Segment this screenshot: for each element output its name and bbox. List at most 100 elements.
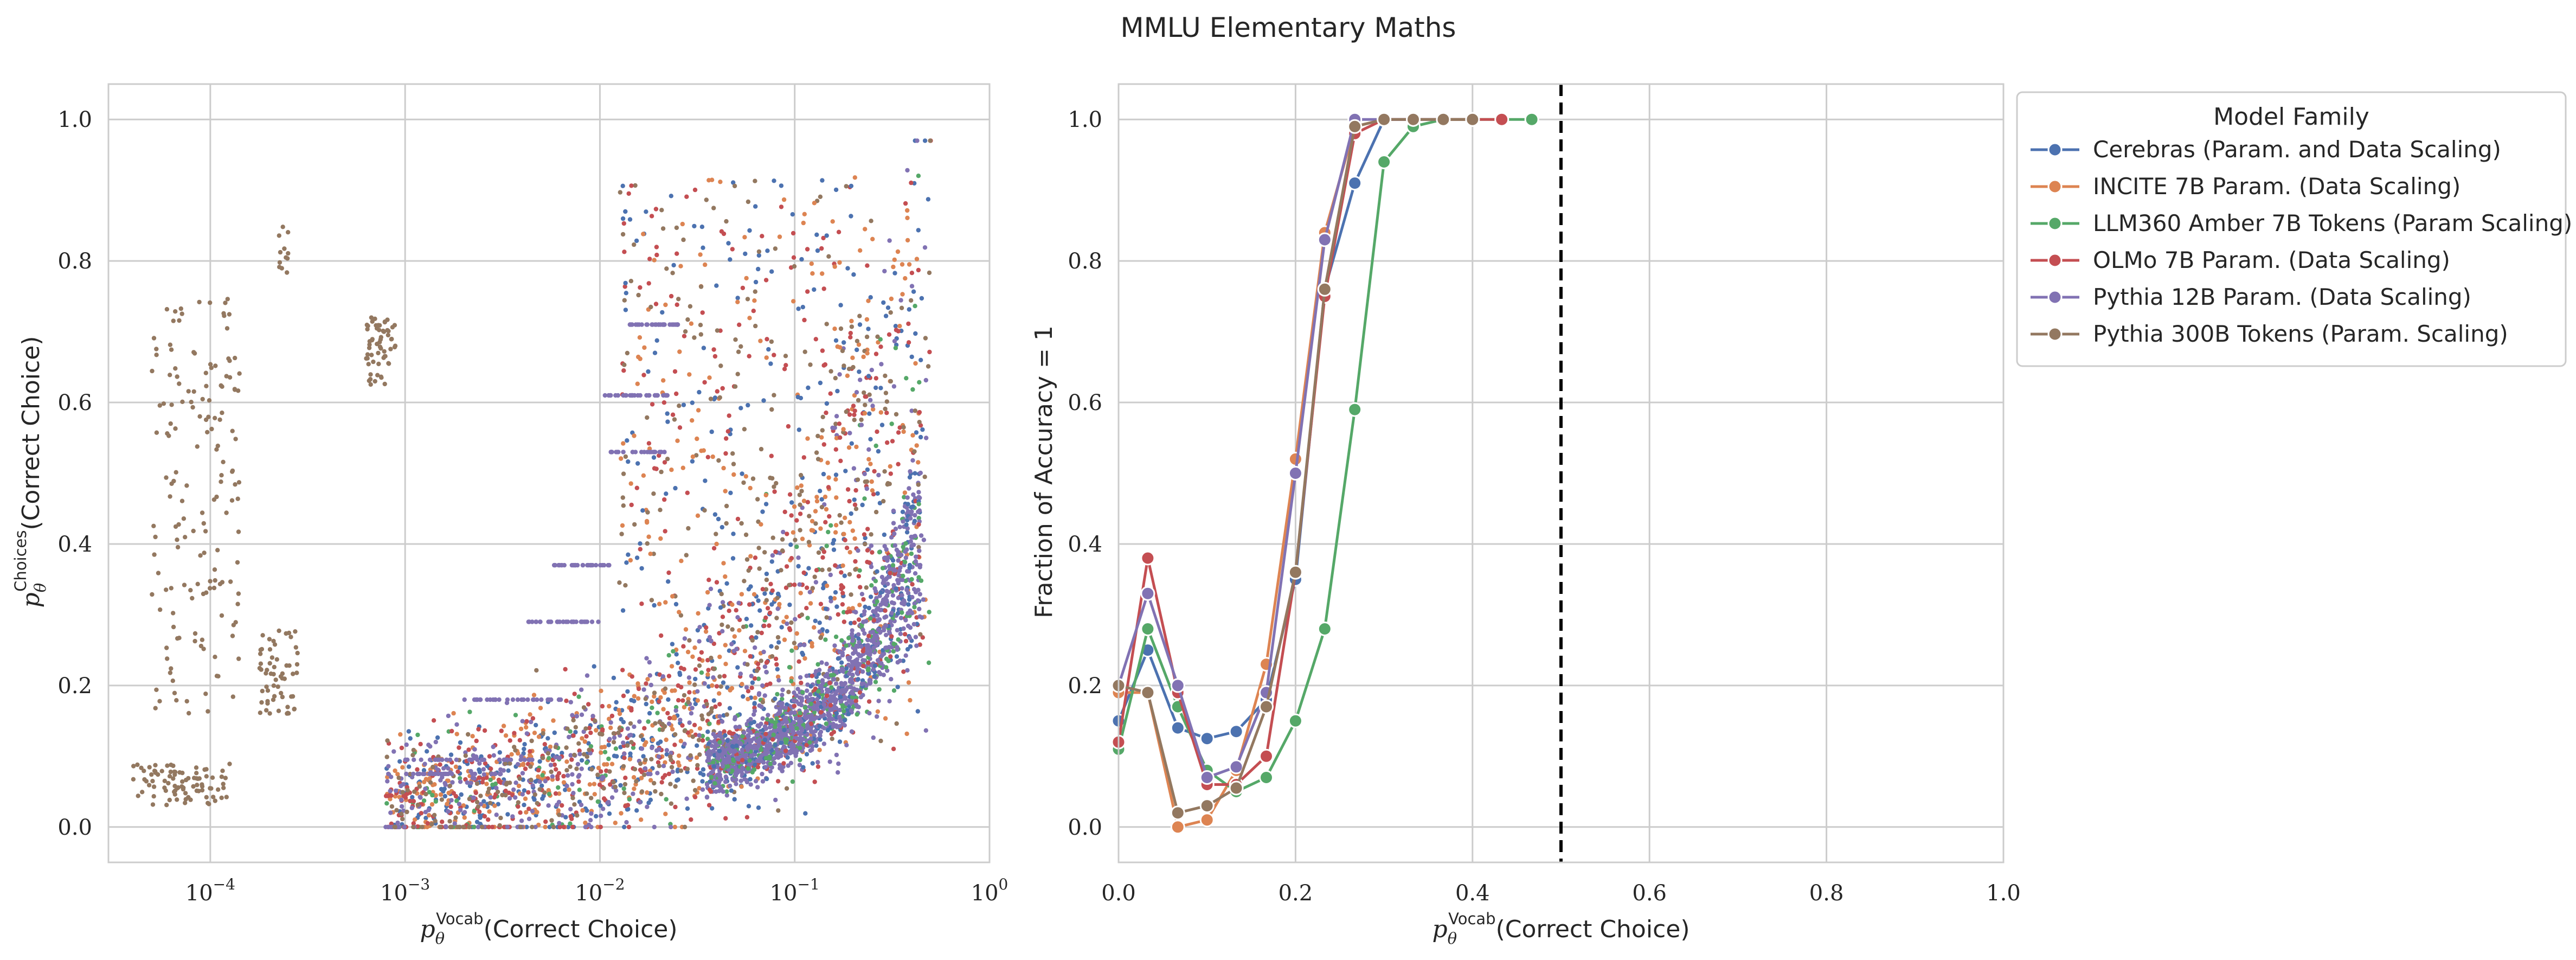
scatter-point — [400, 816, 405, 822]
scatter-point — [705, 729, 710, 734]
scatter-point — [858, 248, 863, 253]
scatter-point — [686, 675, 692, 680]
scatter-point — [445, 802, 449, 807]
scatter-point — [500, 792, 505, 798]
scatter-point — [828, 523, 833, 528]
scatter-point — [714, 532, 718, 536]
scatter-point — [856, 574, 862, 579]
scatter-point — [841, 619, 847, 624]
scatter-point — [783, 585, 789, 590]
scatter-point — [788, 744, 794, 748]
scatter-point — [872, 469, 877, 474]
scatter-point — [708, 586, 714, 592]
scatter-point — [788, 542, 793, 547]
scatter-point — [672, 369, 678, 374]
scatter-point — [728, 747, 733, 752]
scatter-point — [508, 780, 512, 785]
scatter-point — [793, 645, 799, 650]
scatter-point — [769, 269, 774, 274]
scatter-point — [808, 684, 813, 689]
scatter-point — [267, 711, 272, 716]
scatter-point — [894, 721, 899, 726]
scatter-point — [622, 756, 627, 760]
scatter-point — [728, 783, 733, 789]
scatter-point — [596, 619, 601, 624]
scatter-point — [642, 772, 647, 777]
scatter-point — [764, 776, 769, 782]
scatter-point — [370, 319, 375, 324]
scatter-point — [712, 354, 718, 359]
scatter-point — [516, 751, 521, 756]
right-x-tick-label: 1.0 — [1986, 881, 2021, 906]
scatter-point — [486, 824, 491, 830]
scatter-point — [406, 764, 412, 769]
scatter-point — [905, 668, 910, 673]
scatter-point — [729, 731, 734, 736]
scatter-point — [772, 489, 777, 494]
scatter-point — [865, 548, 870, 553]
scatter-point — [882, 628, 886, 633]
scatter-point — [709, 655, 714, 661]
scatter-point — [431, 765, 435, 770]
scatter-point — [746, 402, 750, 408]
scatter-point — [839, 570, 844, 575]
scatter-point — [808, 601, 813, 606]
scatter-point — [663, 600, 668, 605]
scatter-point — [738, 344, 743, 349]
scatter-point — [817, 724, 822, 728]
scatter-point — [753, 695, 757, 700]
scatter-point — [624, 820, 629, 825]
scatter-point — [584, 791, 589, 796]
scatter-point — [849, 684, 853, 690]
scatter-point — [404, 742, 409, 747]
scatter-point — [723, 451, 728, 456]
scatter-point — [692, 645, 697, 650]
scatter-point — [708, 789, 714, 794]
scatter-point — [730, 757, 735, 762]
scatter-point — [540, 773, 545, 778]
scatter-point — [806, 540, 812, 545]
scatter-point — [448, 757, 453, 763]
scatter-point — [833, 376, 838, 381]
scatter-point — [641, 687, 646, 692]
scatter-point — [512, 745, 517, 750]
scatter-point — [703, 478, 708, 483]
scatter-point — [799, 728, 805, 733]
scatter-point — [741, 694, 746, 699]
scatter-point — [215, 548, 220, 553]
scatter-point — [552, 730, 557, 735]
scatter-point — [927, 610, 932, 615]
scatter-point — [477, 761, 482, 766]
scatter-point — [439, 797, 445, 802]
scatter-point — [674, 391, 679, 396]
scatter-point — [901, 669, 906, 674]
scatter-point — [875, 714, 879, 719]
scatter-point — [665, 411, 670, 416]
scatter-point — [890, 558, 896, 563]
scatter-point — [764, 571, 769, 577]
scatter-point — [818, 710, 824, 715]
scatter-point — [670, 688, 674, 693]
scatter-point — [866, 633, 871, 638]
scatter-point — [227, 375, 233, 380]
scatter-point — [748, 738, 753, 743]
scatter-point — [907, 307, 912, 312]
scatter-point — [801, 570, 806, 575]
scatter-point — [286, 230, 291, 235]
scatter-point — [727, 413, 731, 418]
scatter-point — [750, 680, 755, 685]
scatter-point — [616, 708, 621, 713]
scatter-point — [219, 479, 223, 484]
scatter-point — [723, 489, 728, 494]
scatter-point — [889, 611, 894, 616]
scatter-point — [173, 366, 178, 371]
scatter-point — [914, 554, 918, 559]
scatter-point — [198, 553, 203, 558]
scatter-point — [804, 743, 809, 747]
scatter-point — [749, 623, 754, 628]
scatter-point — [707, 375, 712, 380]
left-y-label-sub: θ — [31, 583, 49, 592]
scatter-point — [639, 734, 644, 739]
scatter-point — [668, 782, 673, 786]
scatter-point — [857, 322, 863, 327]
